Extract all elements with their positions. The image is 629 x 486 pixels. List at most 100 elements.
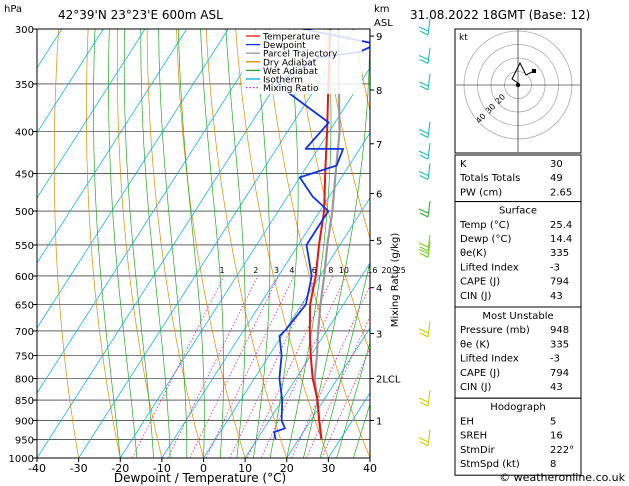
x-axis-label: Dewpoint / Temperature (°C) [114, 471, 286, 485]
datetime-title: 31.08.2022 18GMT (Base: 12) [410, 8, 590, 22]
wet-adiabat [123, 29, 154, 458]
isotherm--60 [37, 29, 229, 329]
dry-adiabat [205, 29, 288, 458]
index-section-title: Hodograph [490, 402, 545, 413]
legend-label: Isotherm [263, 76, 303, 86]
index-label: SREH [460, 431, 487, 442]
wet-adiabat [253, 29, 271, 458]
parcel-trajectory-profile [313, 29, 341, 440]
legend-label: Dewpoint [263, 41, 306, 51]
wet-adiabat [319, 260, 370, 458]
most-unstable-box [454, 306, 582, 399]
height-tick-label: 5 [376, 236, 382, 247]
dry-adiabat [86, 29, 121, 458]
index-value: 2.65 [550, 187, 572, 198]
wet-adiabat [303, 29, 370, 458]
index-label: StmSpd (kt) [460, 459, 520, 470]
asl-label: ASL [374, 18, 393, 29]
index-label: Pressure (mb) [460, 325, 530, 336]
index-section-title: Surface [499, 206, 537, 217]
index-value: 794 [550, 368, 569, 379]
index-label: EH [460, 416, 474, 427]
mixing-ratio-label-6: 6 [312, 266, 317, 275]
wind-barb [418, 429, 431, 447]
pressure-tick-label-400: 400 [15, 128, 34, 139]
location-title: 42°39'N 23°23'E 600m ASL [58, 8, 223, 22]
temperature-profile [308, 29, 332, 440]
dry-adiabat [294, 29, 370, 354]
surface-box [454, 201, 582, 308]
wind-barb [418, 47, 431, 65]
pressure-tick-label-900: 900 [15, 416, 34, 427]
wet-adiabats [93, 29, 370, 458]
indices-table: K 30 Totals Totals 49 PW (cm) 2.65 Surface Temp… [454, 154, 582, 476]
wind-barb [418, 390, 431, 407]
pressure-tick-label-450: 450 [15, 169, 34, 180]
index-label: K [460, 159, 467, 170]
pressure-tick-label-500: 500 [15, 207, 34, 218]
height-tick-label: 8 [376, 86, 382, 97]
wind-barb [418, 234, 431, 252]
mixing-ratio-label-25: 25 [396, 266, 406, 275]
index-label: CAPE (J) [460, 277, 500, 288]
wind-barb [418, 73, 431, 91]
isotherm--30 [78, 29, 354, 458]
isotherm--80 [37, 29, 146, 199]
dry-adiabat [176, 29, 246, 458]
wind-barb [418, 200, 431, 218]
wet-adiabat [158, 29, 188, 458]
wind-barb [418, 163, 431, 180]
mixing-ratio-label-16: 16 [367, 266, 377, 275]
mixing-ratio-lines [131, 275, 370, 458]
wind-barb [418, 143, 431, 160]
dry-adiabat [53, 29, 79, 458]
pressure-tick-label-550: 550 [15, 241, 34, 252]
index-label: CIN (J) [460, 291, 491, 302]
index-value: 16 [550, 431, 563, 442]
mixing-ratio-label-10: 10 [339, 266, 349, 275]
index-label: Lifted Index [460, 354, 519, 365]
wet-adiabat [108, 29, 138, 458]
dry-adiabat [590, 29, 629, 458]
index-label: Lifted Index [460, 262, 519, 273]
x-tick-label: 10 [238, 462, 252, 475]
dry-adiabat [619, 29, 629, 458]
pressure-tick-label-700: 700 [15, 327, 34, 338]
isotherm--40 [37, 29, 312, 458]
isotherms [37, 29, 370, 458]
hodograph-origin [515, 82, 521, 88]
wind-barb [418, 121, 431, 138]
wet-adiabat [225, 29, 246, 458]
mixing-ratio-label-20: 20 [381, 266, 391, 275]
height-tick-label: 3 [376, 329, 382, 340]
isotherm-10 [244, 262, 370, 458]
x-tick-label: 0 [200, 462, 207, 475]
index-label: θe (K) [460, 339, 490, 350]
wet-adiabat [336, 341, 370, 458]
index-section-title: Most Unstable [482, 311, 553, 322]
mixing-ratio-axis-label: Mixing Ratio (g/kg) [390, 233, 401, 328]
pressure-axis: 300 350 400 450 500 550 600 650 700 750 800 850 900 9… [9, 25, 37, 465]
wet-adiabat [200, 29, 224, 458]
temperature-axis: -40 -30 -20 -10 0 10 20 30 40 [28, 458, 377, 475]
index-value: 14.4 [550, 234, 572, 245]
isotherm--70 [37, 29, 187, 264]
dry-adiabat [235, 29, 329, 458]
legend-label: Mixing Ratio [263, 84, 319, 94]
pressure-tick-label-950: 950 [15, 436, 34, 447]
mixing-ratio-line [205, 275, 295, 458]
isotherm--90 [37, 29, 104, 134]
mixing-ratio-label-8: 8 [328, 266, 333, 275]
x-tick-label: -10 [153, 462, 171, 475]
pressure-tick-label-1000: 1000 [9, 454, 34, 465]
wind-barb [418, 241, 431, 258]
index-value: 222° [550, 445, 574, 456]
copyright-credit: © weatheronline.co.uk [499, 471, 625, 484]
index-value: 8 [550, 459, 556, 470]
hpa-label: hPa [4, 4, 22, 15]
height-tick-label: 7 [376, 140, 382, 151]
index-value: -3 [550, 354, 560, 365]
index-value: 5 [550, 416, 556, 427]
